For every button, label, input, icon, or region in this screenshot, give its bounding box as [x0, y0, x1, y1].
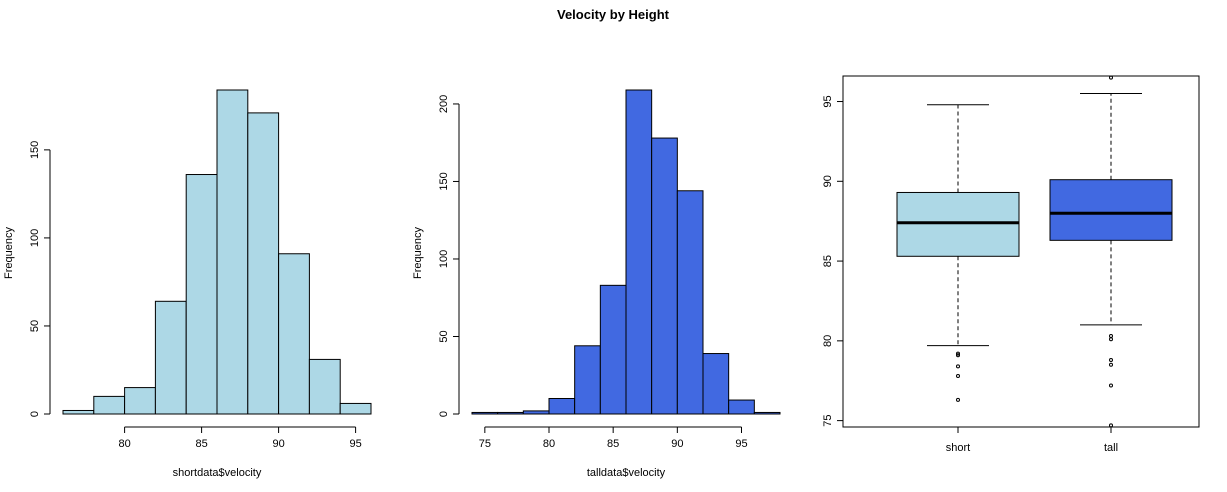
hist2-x-tick-label-2: 85 — [607, 438, 619, 450]
box-short-outlier-1 — [956, 351, 960, 356]
hist2-bar-5 — [599, 284, 627, 415]
box-short-outlier-4 — [956, 397, 960, 402]
histogram-short: 80 85 90 95 0 50 100 150 shortdata$velocity Fr… — [3, 89, 372, 479]
box-y-tick-label-3: 90 — [822, 175, 834, 187]
hist1-x-tick-label-1: 85 — [195, 438, 207, 450]
hist2-y-tick-label-2: 100 — [438, 250, 450, 268]
histogram-tall-y-label: Frequency — [412, 227, 424, 279]
hist1-x-tick-label-3: 95 — [349, 438, 361, 450]
boxplot: short tall 75 80 85 90 95 — [822, 75, 1200, 454]
hist2-bar-4 — [574, 345, 601, 415]
box-tall-outlier-4 — [1109, 362, 1113, 367]
box-short-outlier-3 — [956, 373, 960, 378]
histogram-tall: 75 80 85 90 95 0 50 100 150 200 talldata$velocit… — [412, 89, 781, 479]
box-short-outlier-2 — [956, 364, 960, 369]
box-tall-outlier-6 — [1109, 423, 1113, 428]
boxplot-x-axis: short tall — [946, 427, 1118, 454]
hist2-bar-9 — [702, 353, 730, 415]
box-short-iqr — [896, 191, 1020, 257]
hist1-x-tick-label-2: 90 — [272, 438, 284, 450]
box-x-tick-label-0: short — [946, 442, 970, 454]
hist1-bar-5 — [216, 89, 249, 415]
hist1-y-tick-label-3: 150 — [29, 141, 41, 159]
hist2-x-tick-label-3: 90 — [671, 438, 683, 450]
histogram-tall-x-axis: 75 80 85 90 95 — [479, 426, 748, 450]
box-short-outlier-0 — [956, 353, 960, 358]
boxplot-frame — [842, 75, 1200, 428]
boxplot-groups — [896, 75, 1173, 428]
figure-title: Velocity by Height — [557, 7, 670, 22]
hist1-bar-0 — [62, 409, 95, 415]
hist2-bar-6 — [625, 89, 653, 415]
box-short — [896, 104, 1020, 402]
hist2-bar-3 — [548, 397, 576, 415]
hist2-bar-11 — [753, 411, 781, 415]
box-tall-outlier-1 — [1109, 334, 1113, 339]
box-y-tick-label-4: 95 — [822, 95, 834, 107]
hist2-bar-8 — [676, 190, 704, 415]
hist2-y-tick-label-0: 0 — [438, 411, 450, 417]
hist2-x-tick-label-1: 80 — [543, 438, 555, 450]
histogram-short-y-axis: 0 50 100 150 — [29, 141, 51, 417]
histogram-short-x-axis: 80 85 90 95 — [118, 426, 362, 450]
box-tall-outlier-2 — [1109, 337, 1113, 342]
histogram-tall-x-label: talldata$velocity — [587, 467, 666, 479]
box-y-tick-label-1: 80 — [822, 335, 834, 347]
box-y-tick-label-2: 85 — [822, 255, 834, 267]
box-y-tick-label-0: 75 — [822, 414, 834, 426]
box-tall-outlier-3 — [1109, 357, 1113, 362]
hist2-y-tick-label-4: 200 — [438, 95, 450, 113]
hist1-y-tick-label-2: 100 — [29, 229, 41, 247]
box-tall-outlier-5 — [1109, 383, 1113, 388]
hist1-bar-2 — [124, 387, 156, 415]
box-x-tick-label-1: tall — [1104, 442, 1118, 454]
hist1-x-tick-label-0: 80 — [118, 438, 130, 450]
hist1-y-tick-label-1: 50 — [29, 320, 41, 332]
hist1-bar-8 — [308, 358, 341, 415]
histogram-tall-y-axis: 0 50 100 150 200 — [438, 95, 460, 417]
hist2-bar-7 — [651, 137, 678, 415]
histogram-short-y-label: Frequency — [3, 227, 15, 279]
hist2-bar-10 — [728, 399, 755, 415]
hist1-bar-1 — [93, 395, 126, 415]
hist1-bar-7 — [278, 253, 310, 415]
hist1-bar-3 — [154, 300, 187, 415]
box-tall-iqr — [1049, 179, 1173, 241]
hist1-y-tick-label-0: 0 — [29, 411, 41, 417]
boxplot-y-axis: 75 80 85 90 95 — [822, 95, 844, 427]
hist2-bar-0 — [471, 411, 499, 415]
histogram-short-x-label: shortdata$velocity — [173, 467, 262, 479]
hist2-y-tick-label-1: 50 — [438, 330, 450, 342]
hist1-bar-9 — [339, 402, 372, 415]
histogram-short-bars — [62, 89, 372, 415]
histogram-tall-bars — [471, 89, 781, 415]
box-tall — [1049, 75, 1173, 428]
hist1-bar-6 — [247, 112, 280, 415]
hist2-bar-1 — [497, 411, 524, 415]
hist2-bar-2 — [522, 410, 550, 415]
hist2-x-tick-label-0: 75 — [479, 438, 491, 450]
hist1-bar-4 — [185, 174, 218, 415]
hist2-x-tick-label-4: 95 — [735, 438, 747, 450]
box-tall-outlier-0 — [1109, 75, 1113, 80]
hist2-y-tick-label-3: 150 — [438, 172, 450, 190]
